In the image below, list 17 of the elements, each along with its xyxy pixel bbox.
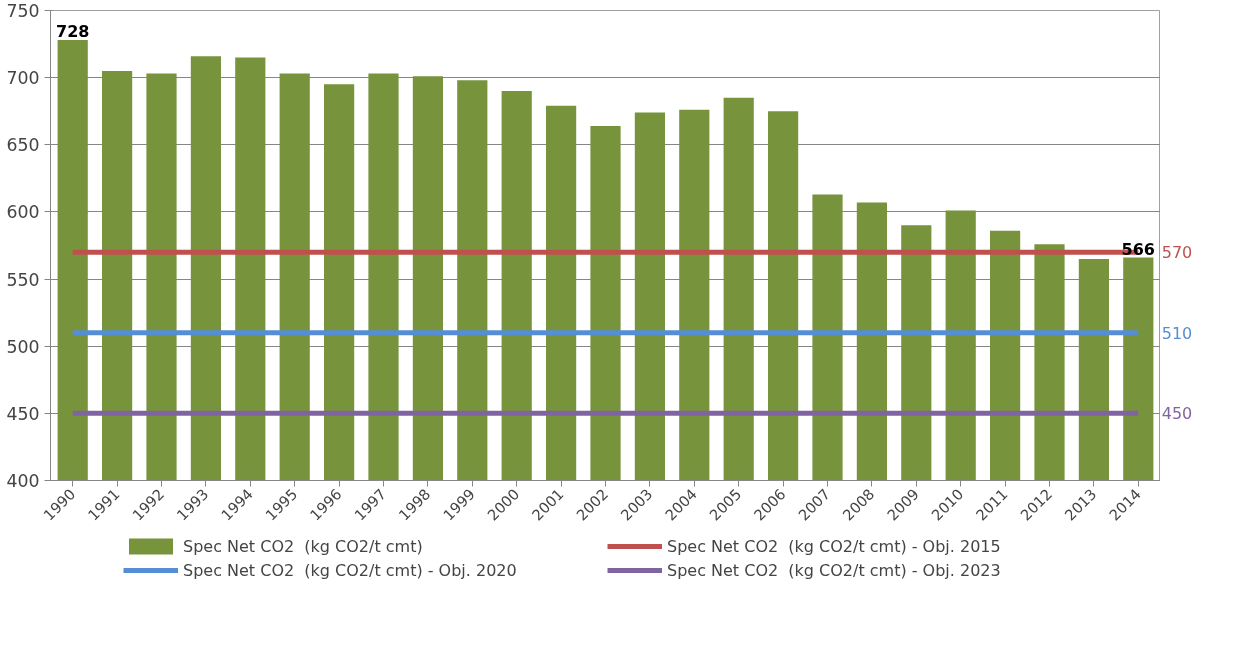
data-label: 566 bbox=[1121, 239, 1156, 259]
y-tick-label: 750 bbox=[6, 1, 40, 21]
data-label: 510 bbox=[1161, 323, 1193, 343]
y-tick-label: 650 bbox=[6, 135, 40, 156]
data-label: 728 bbox=[56, 22, 90, 42]
legend-label: Spec Net CO2 (kg CO2/t cmt) - Obj. 2020 bbox=[183, 560, 518, 580]
y-tick-label: 700 bbox=[6, 68, 40, 89]
legend-label: Spec Net CO2 (kg CO2/t cmt) - Obj. 2023 bbox=[667, 560, 1002, 580]
y-tick-label: 550 bbox=[6, 269, 40, 290]
data-label: 570 bbox=[1161, 243, 1193, 263]
y-tick-label: 400 bbox=[6, 471, 40, 491]
legend-label: Spec Net CO2 (kg CO2/t cmt) - Obj. 2015 bbox=[667, 536, 1002, 556]
y-tick-label: 500 bbox=[6, 336, 40, 357]
y-tick-label: 450 bbox=[6, 403, 40, 424]
y-tick-label: 600 bbox=[6, 202, 40, 223]
data-label: 450 bbox=[1161, 404, 1193, 424]
legend-label: Spec Net CO2 (kg CO2/t cmt) bbox=[183, 536, 424, 556]
